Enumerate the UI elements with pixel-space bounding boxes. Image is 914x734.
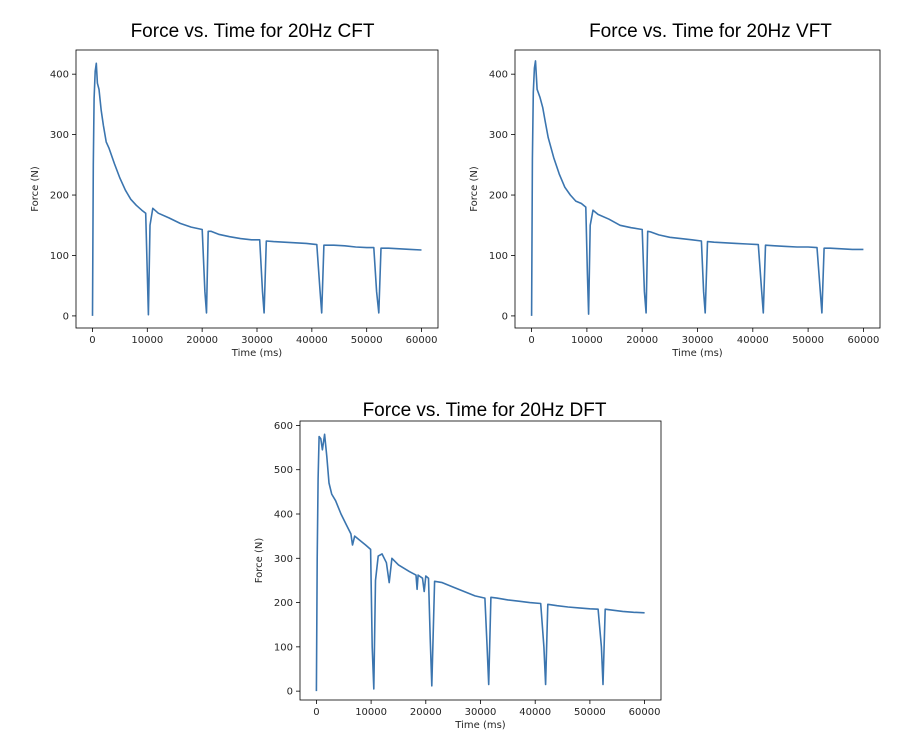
x-tick-label-cft-5: 50000 [351,335,383,346]
y-tick-label-cft-4: 400 [50,70,69,81]
x-axis-label-cft: Time (ms) [231,348,283,359]
y-tick-label-dft-5: 500 [274,465,293,476]
plot-frame-cft [75,49,439,329]
x-tick-label-cft-1: 10000 [131,335,163,346]
y-tick-label-vft-2: 200 [489,191,508,202]
y-tick-label-dft-0: 0 [287,687,293,698]
chart-title-cft: Force vs. Time for 20Hz CFT [130,21,375,42]
y-tick-label-dft-6: 600 [274,421,293,432]
y-tick-label-dft-3: 300 [274,554,293,565]
y-tick-label-vft-0: 0 [502,311,508,322]
chart-cft: 0 10000 20000 30000 40000 50000 60000 0 100 200 30… [30,49,439,359]
y-tick-label-dft-1: 100 [274,642,293,653]
x-tick-label-dft-2: 20000 [410,707,442,718]
series-line-vft-0 [530,60,864,316]
x-tick-label-vft-5: 50000 [792,335,824,346]
x-tick-label-dft-0: 0 [313,707,319,718]
x-tick-label-cft-4: 40000 [296,335,328,346]
y-tick-label-cft-1: 100 [50,251,69,262]
y-tick-label-cft-3: 300 [50,130,69,141]
chart-dft: 0 10000 20000 30000 40000 50000 60000 0 100 200 30… [254,420,662,731]
x-tick-label-vft-0: 0 [528,335,534,346]
chart-vft: 0 10000 20000 30000 40000 50000 60000 0 100 200 30… [469,49,881,359]
chart-title-vft: Force vs. Time for 20Hz VFT [589,21,832,42]
x-tick-label-cft-0: 0 [89,335,95,346]
x-axis-label-dft: Time (ms) [454,720,506,731]
y-tick-label-cft-0: 0 [63,311,69,322]
y-tick-label-cft-2: 200 [50,191,69,202]
plot-frame-dft [299,420,662,701]
chart-title-dft: Force vs. Time for 20Hz DFT [362,400,607,421]
x-tick-label-cft-2: 20000 [186,335,218,346]
y-tick-label-dft-2: 200 [274,598,293,609]
x-tick-label-vft-6: 60000 [848,335,880,346]
x-tick-label-dft-4: 40000 [519,707,551,718]
x-tick-label-vft-1: 10000 [571,335,603,346]
x-tick-label-vft-2: 20000 [626,335,658,346]
y-axis-label-vft: Force (N) [469,166,480,212]
y-axis-label-cft: Force (N) [30,166,41,212]
y-tick-label-vft-3: 300 [489,130,508,141]
x-axis-label-vft: Time (ms) [671,348,723,359]
series-line-cft-0 [91,62,422,316]
x-tick-label-dft-6: 60000 [629,707,661,718]
x-tick-label-vft-4: 40000 [737,335,769,346]
y-tick-label-dft-4: 400 [274,510,293,521]
x-tick-label-cft-3: 30000 [241,335,273,346]
x-tick-label-cft-6: 60000 [406,335,438,346]
x-tick-label-dft-3: 30000 [465,707,497,718]
y-axis-label-dft: Force (N) [254,538,265,584]
x-tick-label-dft-5: 50000 [574,707,606,718]
x-tick-label-dft-1: 10000 [355,707,387,718]
plot-frame-vft [514,49,881,329]
y-tick-label-vft-1: 100 [489,251,508,262]
series-line-dft-0 [315,433,645,692]
x-tick-label-vft-3: 30000 [682,335,714,346]
y-tick-label-vft-4: 400 [489,70,508,81]
